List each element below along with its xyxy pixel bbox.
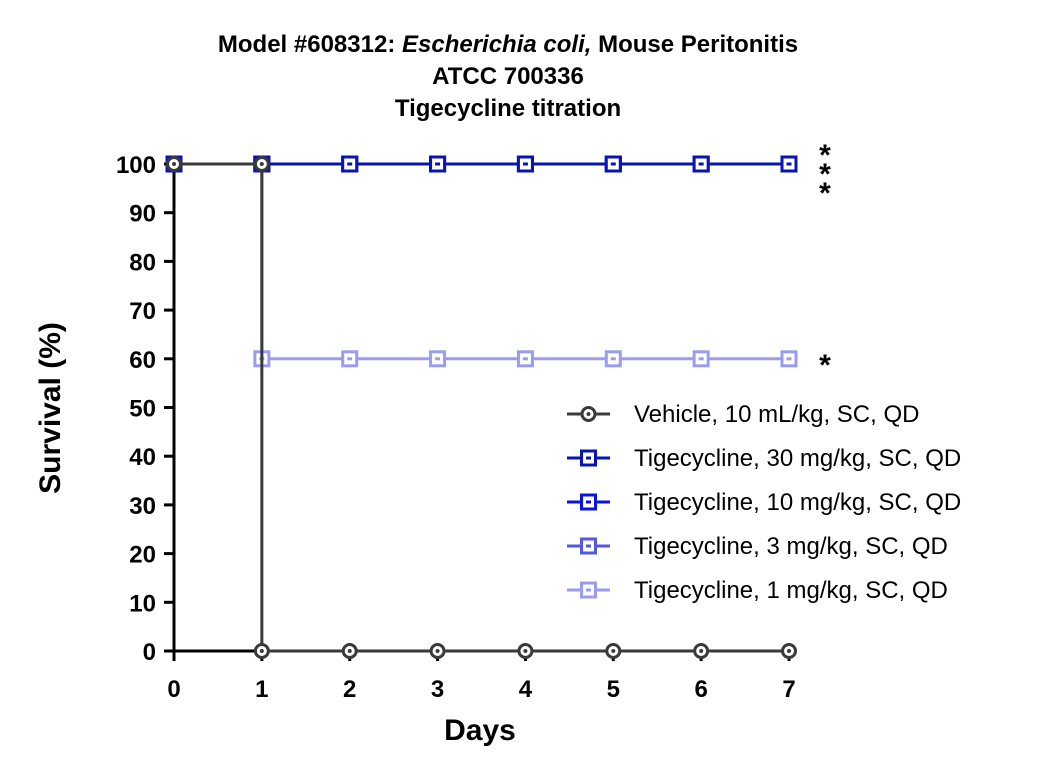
title-suffix: Mouse Peritonitis xyxy=(591,31,799,58)
x-tick-label: 7 xyxy=(782,676,795,703)
square-marker-dot xyxy=(610,357,616,361)
square-marker-dot xyxy=(522,162,528,166)
y-tick-label: 100 xyxy=(116,152,156,179)
square-marker-dot xyxy=(586,500,591,504)
title-line-1: Model #608312: Escherichia coli, Mouse P… xyxy=(0,29,1016,61)
y-tick-label: 0 xyxy=(143,639,156,666)
square-marker-dot xyxy=(522,357,528,361)
square-marker-dot xyxy=(586,456,591,460)
title-organism: Escherichia coli, xyxy=(401,31,592,58)
legend-item: Vehicle, 10 mL/kg, SC, QD xyxy=(567,401,919,428)
legend-item: Tigecycline, 10 mg/kg, SC, QD xyxy=(567,489,961,516)
significance-star: * xyxy=(819,349,831,382)
circle-marker-dot xyxy=(172,162,176,166)
y-tick-label: 60 xyxy=(129,347,156,374)
square-marker-dot xyxy=(698,357,704,361)
circle-marker-dot xyxy=(347,649,352,653)
legend-label: Tigecycline, 30 mg/kg, SC, QD xyxy=(634,445,961,472)
square-marker-dot xyxy=(586,588,591,592)
series-line xyxy=(174,162,789,361)
square-marker-dot xyxy=(586,544,591,548)
x-tick-label: 1 xyxy=(255,676,268,703)
square-marker-dot xyxy=(786,162,792,166)
square-marker-dot xyxy=(610,162,616,166)
square-marker-dot xyxy=(786,357,792,361)
circle-marker-dot xyxy=(787,649,791,653)
x-tick-label: 0 xyxy=(167,676,180,703)
x-tick-label: 2 xyxy=(343,676,356,703)
y-tick-label: 40 xyxy=(129,444,156,471)
legend-label: Tigecycline, 1 mg/kg, SC, QD xyxy=(634,577,948,604)
y-tick-label: 30 xyxy=(129,493,156,520)
circle-marker-dot xyxy=(586,412,591,416)
chart-title: Model #608312: Escherichia coli, Mouse P… xyxy=(0,29,1016,125)
legend-item: Tigecycline, 3 mg/kg, SC, QD xyxy=(567,533,948,560)
x-tick-label: 4 xyxy=(519,676,533,703)
square-marker-dot xyxy=(435,162,441,166)
x-axis-title: Days xyxy=(444,714,516,747)
circle-marker-dot xyxy=(435,649,440,653)
significance-star: * xyxy=(819,177,831,210)
circle-marker-dot xyxy=(259,162,264,166)
y-tick-label: 70 xyxy=(129,298,156,325)
title-line-3: Tigecycline titration xyxy=(394,95,622,122)
y-tick-label: 50 xyxy=(129,396,156,423)
y-tick-label: 90 xyxy=(129,201,156,228)
title-prefix: Model #608312: xyxy=(217,31,402,58)
y-tick-label: 80 xyxy=(129,249,156,276)
significance-star: * xyxy=(819,139,831,172)
title-line-2: ATCC 700336 xyxy=(432,63,584,90)
y-tick-label: 20 xyxy=(129,542,156,569)
legend: Vehicle, 10 mL/kg, SC, QD Tigecycline, 30… xyxy=(567,401,961,604)
x-tick-label: 3 xyxy=(431,676,444,703)
y-axis-title: Survival (%) xyxy=(34,322,67,494)
legend-item: Tigecycline, 30 mg/kg, SC, QD xyxy=(567,445,961,472)
y-tick-label: 10 xyxy=(129,590,156,617)
circle-marker-dot xyxy=(259,649,264,653)
plot-area: **** xyxy=(165,139,831,659)
legend-label: Vehicle, 10 mL/kg, SC, QD xyxy=(634,401,919,428)
square-marker-dot xyxy=(347,162,353,166)
x-tick-label: 6 xyxy=(694,676,707,703)
circle-marker-dot xyxy=(699,649,704,653)
circle-marker-dot xyxy=(611,649,616,653)
significance-star: * xyxy=(819,158,831,191)
legend-label: Tigecycline, 10 mg/kg, SC, QD xyxy=(634,489,961,516)
legend-label: Tigecycline, 3 mg/kg, SC, QD xyxy=(634,533,948,560)
square-marker-dot xyxy=(347,357,353,361)
legend-item: Tigecycline, 1 mg/kg, SC, QD xyxy=(567,577,948,604)
series-0 xyxy=(166,156,797,659)
square-marker-dot xyxy=(435,357,441,361)
x-tick-label: 5 xyxy=(607,676,620,703)
square-marker-dot xyxy=(698,162,704,166)
circle-marker-dot xyxy=(523,649,528,653)
